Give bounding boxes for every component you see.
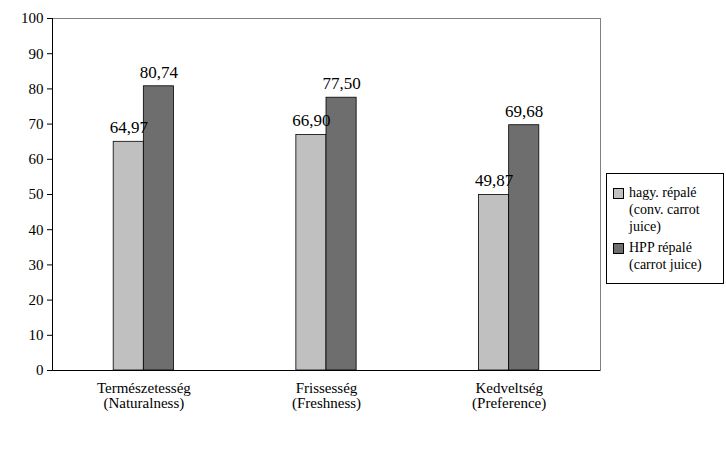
svg-text:40: 40 xyxy=(29,222,44,238)
svg-text:77,50: 77,50 xyxy=(322,74,360,93)
svg-text:0: 0 xyxy=(36,362,44,378)
svg-text:69,68: 69,68 xyxy=(505,102,543,121)
svg-text:70: 70 xyxy=(29,116,44,132)
svg-text:Frissesség(Freshness): Frissesség(Freshness) xyxy=(292,380,361,412)
html-text:HPP répalé (carrot juice): HPP répalé (carrot juice) xyxy=(629,239,702,272)
svg-text:49,87: 49,87 xyxy=(475,171,514,190)
svg-text:100: 100 xyxy=(21,10,44,26)
svg-text:Kedveltség(Preference): Kedveltség(Preference) xyxy=(472,380,546,412)
svg-text:64,97: 64,97 xyxy=(110,118,149,137)
svg-text:66,90: 66,90 xyxy=(292,111,330,130)
svg-text:80,74: 80,74 xyxy=(140,63,179,82)
svg-text:80: 80 xyxy=(29,81,44,97)
html-text:hagy. répalé (conv. carrot jui: hagy. répalé (conv. carrot juice) xyxy=(629,184,700,234)
svg-text:Természetesség(Naturalness): Természetesség(Naturalness) xyxy=(97,380,191,412)
svg-text:10: 10 xyxy=(29,327,44,343)
svg-text:50: 50 xyxy=(29,186,44,202)
svg-text:30: 30 xyxy=(29,257,44,273)
svg-text:90: 90 xyxy=(29,46,44,62)
svg-text:60: 60 xyxy=(29,151,44,167)
svg-text:20: 20 xyxy=(29,292,44,308)
